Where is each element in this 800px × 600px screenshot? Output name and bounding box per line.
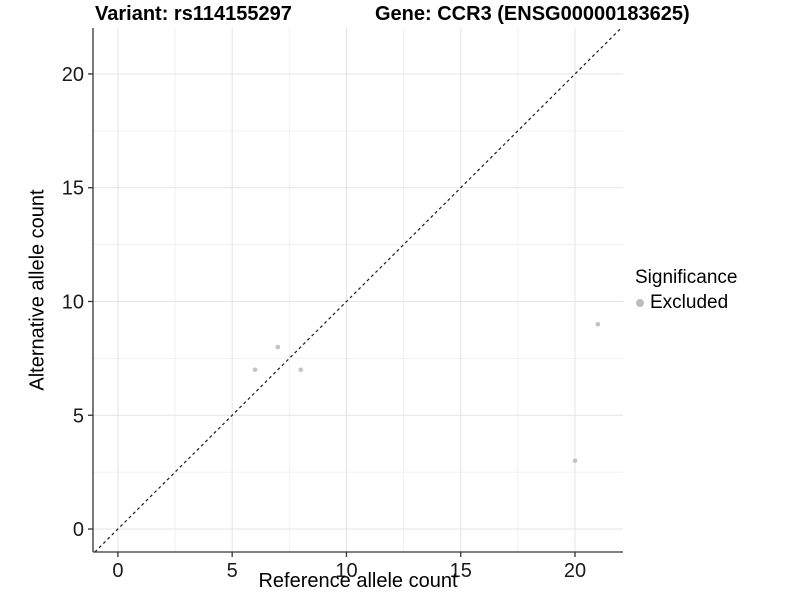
data-point [298, 367, 304, 373]
x-tick-label: 20 [564, 560, 586, 582]
x-tick-label: 5 [227, 560, 238, 582]
y-axis-title: Alternative allele count [26, 189, 49, 391]
data-point [275, 344, 281, 350]
plot-title-gene: Gene: CCR3 (ENSG00000183625) [375, 3, 690, 25]
y-tick-label: 5 [73, 405, 84, 427]
legend: Significance Excluded [635, 266, 737, 314]
x-tick-label: 10 [335, 560, 357, 582]
legend-item-label: Excluded [650, 292, 729, 313]
y-tick-label: 20 [62, 64, 84, 86]
x-tick-label: 0 [112, 560, 123, 582]
identity-line [94, 27, 622, 553]
y-tick-label: 15 [62, 178, 84, 200]
y-tick-label: 0 [73, 519, 84, 541]
plot-title-variant: Variant: rs114155297 [95, 3, 292, 25]
x-axis-title: Reference allele count [258, 570, 458, 592]
data-point [252, 367, 258, 373]
data-point [572, 458, 578, 464]
x-tick-label: 15 [450, 560, 472, 582]
legend-point-icon [636, 299, 644, 307]
legend-title: Significance [635, 267, 738, 288]
y-tick-label: 10 [62, 291, 84, 313]
legend-item-excluded: Excluded [635, 292, 737, 314]
data-point [595, 321, 601, 327]
